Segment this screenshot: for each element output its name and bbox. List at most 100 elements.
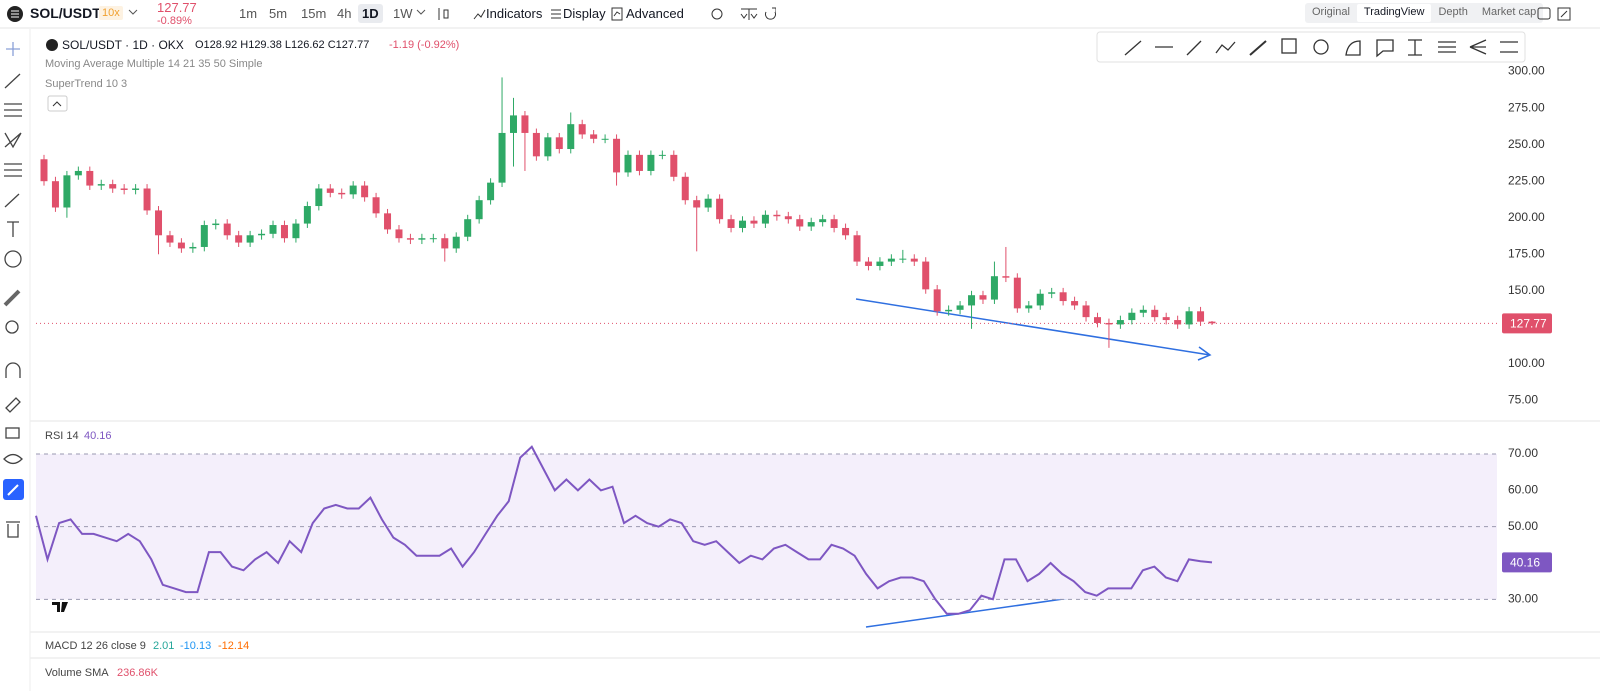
channel-tool[interactable] xyxy=(4,103,22,117)
interval-button[interactable]: 5m xyxy=(269,6,288,21)
advanced-button[interactable]: Advanced xyxy=(626,6,684,21)
candle-body xyxy=(670,154,678,177)
rsi-value: 40.16 xyxy=(84,430,112,442)
chart-type[interactable] xyxy=(438,8,449,20)
lock-tool[interactable] xyxy=(5,427,20,439)
candle-body xyxy=(1116,320,1124,325)
candle-body xyxy=(1093,317,1101,323)
settings-icon[interactable] xyxy=(711,8,723,20)
candle-body xyxy=(521,115,529,133)
candle-body xyxy=(1082,305,1090,318)
candle-body xyxy=(177,242,185,249)
candle-body xyxy=(1105,322,1113,325)
candle-body xyxy=(406,238,414,240)
emoji-tool[interactable] xyxy=(4,250,22,268)
candle-body xyxy=(727,219,735,228)
indicator-label[interactable]: Moving Average Multiple 14 21 35 50 Simp… xyxy=(45,58,263,70)
candle-body xyxy=(223,223,231,236)
candle-body xyxy=(349,185,357,195)
candle-body xyxy=(326,188,334,193)
candle-body xyxy=(40,159,48,182)
candle-body xyxy=(269,225,277,234)
magnet-tool[interactable] xyxy=(5,362,21,378)
y-tick-label: 60.00 xyxy=(1508,483,1538,497)
candle-body xyxy=(773,214,781,217)
pattern-tool[interactable] xyxy=(4,132,22,149)
brush-tool[interactable] xyxy=(4,193,20,208)
interval-button[interactable]: 1W xyxy=(393,6,413,21)
candle-body xyxy=(1162,317,1170,321)
candle-body xyxy=(842,227,850,236)
compare-icon[interactable] xyxy=(740,8,758,20)
candle-body xyxy=(475,200,483,220)
advanced-icon[interactable] xyxy=(611,7,623,21)
legend-change: -1.19 (-0.92%) xyxy=(389,39,460,51)
delete-tool[interactable] xyxy=(6,521,20,538)
y-tick-label: 225.00 xyxy=(1508,173,1545,187)
candle-body xyxy=(292,223,300,239)
fullscreen-icon[interactable] xyxy=(1557,7,1571,21)
rsi-title: RSI 14 xyxy=(45,430,79,442)
legend-ohlc: O128.92 H129.38 L126.62 C127.77 xyxy=(195,39,370,51)
zoom-tool[interactable] xyxy=(5,320,19,334)
visibility-tool[interactable] xyxy=(3,453,23,465)
text-tool[interactable] xyxy=(7,221,19,237)
interval-button[interactable]: 1m xyxy=(239,6,258,21)
ruler-tool[interactable] xyxy=(3,289,21,307)
line-tool[interactable] xyxy=(4,73,21,89)
price-change: -0.89% xyxy=(157,15,192,27)
chevron[interactable] xyxy=(416,8,426,16)
view-tab[interactable]: TradingView xyxy=(1356,4,1432,22)
alert-icon[interactable] xyxy=(765,7,777,20)
candle-body xyxy=(658,154,666,156)
fib-tool[interactable] xyxy=(4,163,22,177)
indicators-icon[interactable] xyxy=(473,9,486,20)
candle-body xyxy=(807,222,815,227)
rsi-line xyxy=(35,445,1213,615)
candle-body xyxy=(464,219,472,237)
candle-body xyxy=(246,235,254,243)
indicators-button[interactable]: Indicators xyxy=(486,6,543,21)
candle-body xyxy=(1059,292,1067,302)
view-tab[interactable]: Market cap xyxy=(1481,6,1537,18)
candle-body xyxy=(1071,301,1079,306)
candle-body xyxy=(910,258,918,262)
candle-body xyxy=(395,229,403,239)
volume-value: 236.86K xyxy=(117,667,158,679)
interval-button[interactable]: 4h xyxy=(337,6,352,21)
symbol[interactable]: SOL/USDT xyxy=(30,5,101,21)
lock-drawing[interactable] xyxy=(5,397,21,413)
candle-body xyxy=(968,295,976,306)
candle-body xyxy=(590,134,598,139)
candle-body xyxy=(784,216,792,220)
y-tick-label: 70.00 xyxy=(1508,446,1538,460)
candle-body xyxy=(303,206,311,224)
candle-body xyxy=(635,154,643,171)
layout-icon[interactable] xyxy=(1537,7,1551,20)
view-tab[interactable]: Depth xyxy=(1438,6,1468,18)
candle-body xyxy=(235,235,243,243)
tradingview-logo xyxy=(52,602,68,612)
candle-body xyxy=(716,198,724,220)
display-button[interactable]: Display xyxy=(563,6,606,21)
candle-body xyxy=(830,219,838,228)
candle-body xyxy=(979,295,987,300)
indicator-label[interactable]: SuperTrend 10 3 xyxy=(45,78,128,90)
candle-body xyxy=(1139,309,1147,313)
collapse-button[interactable] xyxy=(47,95,68,112)
crosshair-tool[interactable] xyxy=(6,42,20,56)
candle-body xyxy=(418,238,426,240)
macd-title: MACD 12 26 close 9 xyxy=(45,640,146,652)
view-tab[interactable]: Original xyxy=(1312,6,1350,18)
display-icon[interactable] xyxy=(551,9,561,19)
candle-body xyxy=(86,170,94,186)
candle-body xyxy=(1208,321,1216,324)
candle-body xyxy=(601,138,609,140)
interval-button[interactable]: 1D xyxy=(358,4,383,23)
leverage[interactable]: 10x xyxy=(99,6,123,20)
candle-body xyxy=(933,289,941,312)
candle-body xyxy=(887,258,895,262)
interval-button[interactable]: 15m xyxy=(301,6,327,21)
chevron[interactable] xyxy=(128,8,138,16)
candle-body xyxy=(509,115,517,133)
